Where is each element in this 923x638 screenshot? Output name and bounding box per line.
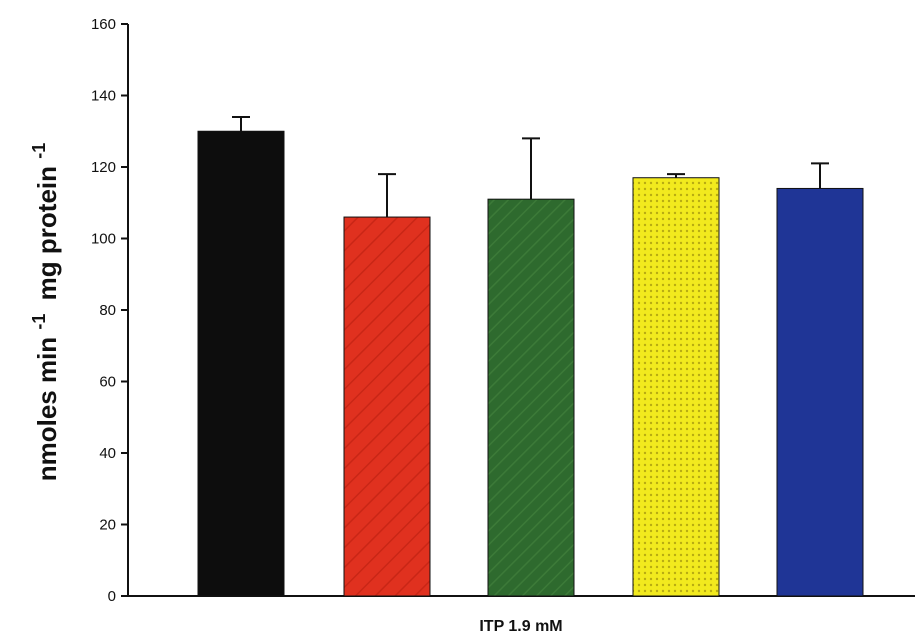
bar <box>197 130 285 597</box>
y-axis-title-sup2: -1 <box>29 143 49 159</box>
y-axis-title-part1: nmoles min <box>32 337 62 481</box>
y-tick-label: 140 <box>91 88 116 105</box>
error-bars <box>232 115 829 218</box>
bar <box>343 216 431 597</box>
y-tick-label: 100 <box>91 231 116 248</box>
y-axis-title: nmoles min -1 mg protein -1 <box>21 143 62 482</box>
y-tick-label: 40 <box>99 445 116 462</box>
bar <box>776 187 864 597</box>
y-tick-label: 0 <box>108 588 116 605</box>
y-axis-title-sup1: -1 <box>29 314 49 330</box>
y-ticks: 0 20 40 60 80 100 120 140 160 <box>91 16 128 605</box>
y-axis-title-part2: mg protein <box>32 166 62 300</box>
y-tick-label: 160 <box>91 16 116 33</box>
bars <box>197 130 864 597</box>
x-axis-title: ITP 1.9 mM <box>479 618 562 635</box>
bar <box>632 177 720 597</box>
y-tick-label: 120 <box>91 159 116 176</box>
bar <box>487 198 575 597</box>
y-tick-label: 80 <box>99 302 116 319</box>
y-tick-label: 60 <box>99 374 116 391</box>
y-tick-label: 20 <box>99 517 116 534</box>
